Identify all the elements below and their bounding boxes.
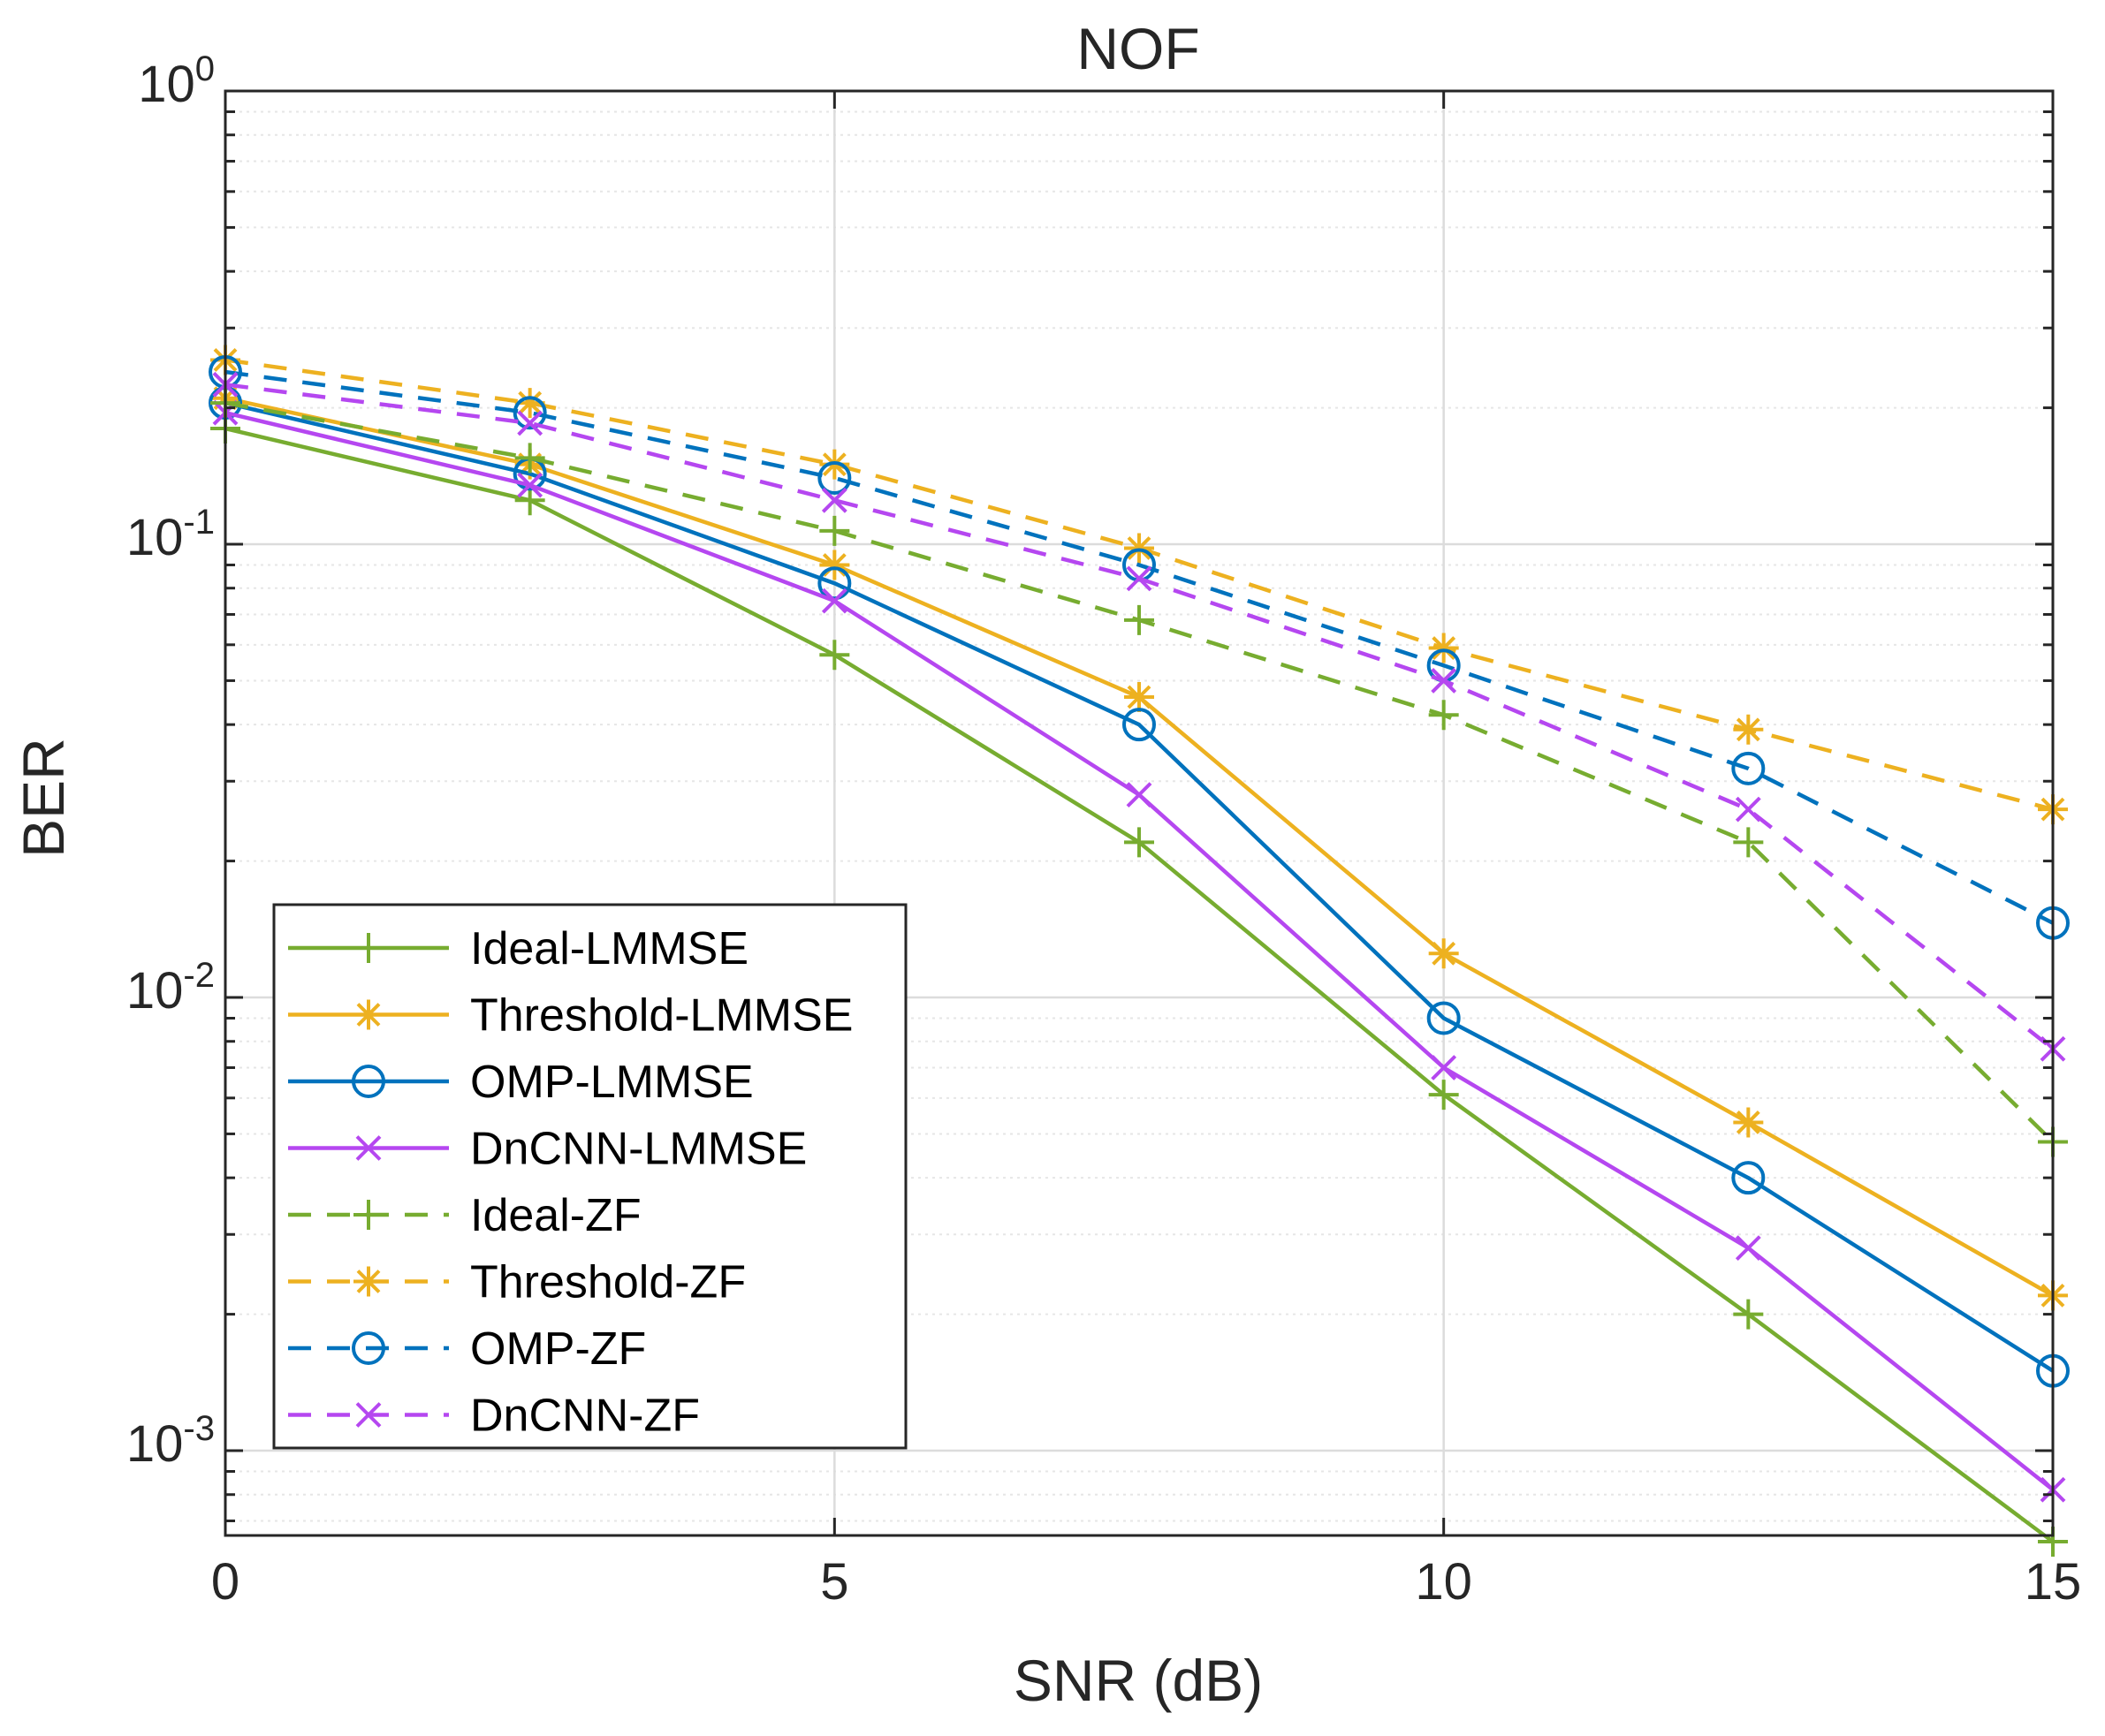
legend-marker-threshold-zf — [353, 1266, 384, 1297]
legend-label-omp-lmmse: OMP-LMMSE — [470, 1057, 754, 1108]
data-point-dncnn-lmmse — [1126, 782, 1152, 808]
tick-marks — [224, 89, 2055, 1535]
legend-label-dncnn-lmmse: DnCNN-LMMSE — [470, 1124, 807, 1175]
legend-marker-dncnn-lmmse — [355, 1135, 382, 1161]
legend-label-dncnn-zf: DnCNN-ZF — [470, 1391, 700, 1442]
x-tick-label: 5 — [820, 1553, 848, 1611]
data-point-threshold-lmmse — [819, 550, 850, 580]
y-tick-label: 10-1 — [126, 503, 215, 566]
data-point-dncnn-lmmse — [1431, 1055, 1457, 1080]
data-point-dncnn-zf — [1735, 796, 1761, 823]
y-tick-label-exponent: -1 — [183, 503, 215, 542]
data-point-threshold-lmmse — [1733, 1107, 1764, 1138]
data-point-omp-zf — [513, 396, 547, 430]
x-tick-labels: 0 5 10 15 — [211, 1553, 2081, 1611]
data-point-omp-lmmse — [1122, 708, 1156, 742]
data-point-dncnn-zf — [1126, 565, 1152, 592]
x-tick-label: 0 — [211, 1553, 239, 1611]
y-axis-label: BER — [11, 738, 76, 858]
legend-label-threshold-lmmse: Threshold-LMMSE — [470, 990, 853, 1042]
legend-label-ideal-zf: Ideal-ZF — [470, 1190, 642, 1241]
y-tick-label: 10-3 — [126, 1409, 215, 1473]
data-point-dncnn-lmmse — [1735, 1235, 1761, 1262]
y-tick-label-base: 10 — [126, 1415, 184, 1473]
x-tick-label: 15 — [2025, 1553, 2082, 1611]
legend-label-threshold-zf: Threshold-ZF — [470, 1257, 746, 1308]
legend-marker-omp-lmmse — [352, 1065, 385, 1098]
data-point-ideal-zf — [819, 515, 850, 546]
data-point-threshold-lmmse — [1428, 938, 1459, 969]
data-point-omp-zf — [1731, 751, 1766, 785]
data-point-ideal-lmmse — [1428, 1080, 1459, 1111]
data-point-threshold-lmmse — [1124, 682, 1154, 713]
data-point-ideal-zf — [1428, 700, 1459, 731]
data-point-omp-zf — [817, 461, 852, 496]
y-tick-label-base: 10 — [126, 962, 184, 1020]
y-tick-label-base: 10 — [138, 56, 195, 113]
data-point-ideal-zf — [514, 443, 545, 474]
legend-marker-ideal-zf — [353, 1200, 384, 1230]
data-point-ideal-lmmse — [819, 640, 850, 671]
series-line-omp-zf — [224, 369, 2055, 925]
data-point-ideal-lmmse — [1124, 827, 1154, 858]
y-tick-label-base: 10 — [126, 509, 184, 566]
x-tick-label: 10 — [1415, 1553, 1472, 1611]
data-point-threshold-zf — [514, 388, 545, 419]
data-point-ideal-lmmse — [1733, 1299, 1764, 1330]
y-tick-label: 10-2 — [126, 956, 215, 1020]
legend-marker-threshold-lmmse — [353, 999, 384, 1030]
series-layer — [209, 345, 2070, 1557]
legend: Ideal-LMMSE Threshold-LMMSE OMP-LMMSE DnCNN… — [272, 903, 908, 1450]
legend-marker-dncnn-zf — [355, 1402, 382, 1428]
data-point-dncnn-zf — [821, 487, 847, 513]
data-point-ideal-zf — [1733, 827, 1764, 858]
data-point-threshold-zf — [1733, 714, 1764, 745]
y-tick-label-exponent: -2 — [183, 956, 215, 995]
y-tick-label-exponent: -3 — [183, 1409, 215, 1448]
data-point-dncnn-zf — [517, 410, 543, 436]
series-dncnn-zf — [212, 371, 2066, 1062]
series-line-omp-lmmse — [224, 400, 2055, 1373]
chart-title: NOF — [1076, 16, 1199, 81]
legend-label-ideal-lmmse: Ideal-LMMSE — [470, 923, 749, 974]
data-point-dncnn-zf — [1431, 668, 1457, 694]
data-point-threshold-zf — [1428, 633, 1459, 663]
x-axis-label: SNR (dB) — [1014, 1648, 1263, 1713]
data-point-ideal-zf — [1124, 604, 1154, 635]
data-point-dncnn-lmmse — [517, 472, 543, 498]
legend-label-omp-zf: OMP-ZF — [470, 1323, 646, 1375]
data-point-omp-lmmse — [1731, 1161, 1766, 1195]
axes-frame — [224, 89, 2055, 1537]
y-tick-label: 100 — [138, 49, 215, 113]
legend-marker-ideal-lmmse — [353, 933, 384, 963]
data-point-omp-lmmse — [817, 566, 852, 601]
y-tick-label-exponent: 0 — [195, 49, 215, 88]
legend-marker-omp-zf — [352, 1331, 385, 1365]
data-point-dncnn-lmmse — [821, 588, 847, 614]
data-point-omp-lmmse — [1426, 1001, 1461, 1035]
